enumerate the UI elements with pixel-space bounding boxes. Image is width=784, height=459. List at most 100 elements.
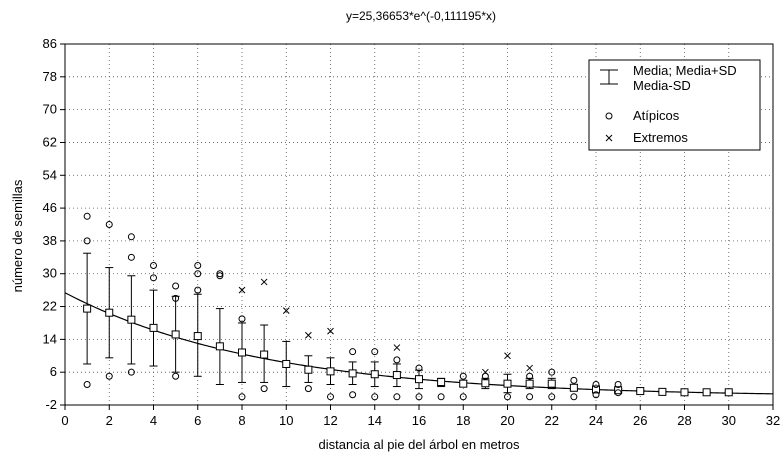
legend-errorbar-symbol [600, 69, 618, 85]
outlier-point [415, 393, 423, 401]
extreme-point [526, 364, 533, 372]
mean-errorbar [525, 377, 534, 390]
mean-marker [481, 379, 490, 388]
mean-marker [215, 342, 224, 351]
mean-marker [238, 348, 246, 357]
y-tick-label: 78 [43, 69, 57, 84]
mean-marker [547, 379, 556, 388]
mean-marker [592, 385, 600, 394]
legend-label-extremes: Extremos [633, 130, 688, 145]
mean-marker [370, 370, 379, 379]
extreme-point [504, 352, 511, 360]
mean-errorbar [105, 267, 114, 359]
legend-extreme-symbol [605, 134, 613, 142]
outlier-point [592, 391, 600, 399]
mean-marker [282, 359, 291, 368]
outlier-point [105, 372, 113, 380]
y-axis: -2 6 14 22 30 38 46 54 62 70 78 86 [43, 36, 65, 412]
mean-marker [149, 323, 158, 332]
outlier-point [260, 385, 268, 393]
mean-errorbar [171, 295, 180, 373]
y-tick-label: 54 [43, 167, 57, 182]
x-tick-label: 0 [61, 413, 68, 428]
outlier-point [526, 372, 534, 380]
outlier-point [526, 393, 534, 401]
y-tick-label: -2 [45, 397, 57, 412]
outlier-point [349, 391, 357, 399]
mean-errorbar [437, 377, 446, 388]
extreme-point [305, 331, 312, 339]
extreme-point [393, 344, 401, 351]
x-tick-label: 4 [150, 413, 157, 428]
mean-errorbar [193, 293, 202, 377]
outlier-point [238, 315, 246, 323]
outlier-point [548, 368, 556, 376]
mean-errorbars [83, 252, 733, 397]
mean-marker [127, 315, 136, 324]
x-tick-label: 14 [368, 413, 382, 428]
mean-marker [348, 369, 357, 378]
x-tick-label: 28 [677, 413, 691, 428]
mean-errorbar [658, 387, 667, 396]
mean-marker [658, 387, 667, 396]
x-tick-label: 6 [194, 413, 201, 428]
x-tick-label: 22 [545, 413, 559, 428]
y-tick-label: 46 [43, 200, 57, 215]
x-tick-label: 10 [279, 413, 293, 428]
x-tick-label: 12 [323, 413, 337, 428]
outlier-point [150, 274, 157, 282]
mean-errorbar [348, 361, 357, 385]
y-tick-label: 6 [50, 364, 57, 379]
extreme-points [238, 278, 533, 376]
mean-errorbar [149, 289, 158, 367]
outlier-point [459, 372, 467, 380]
outlier-point [172, 372, 180, 380]
outlier-point [371, 348, 379, 356]
mean-marker [83, 304, 92, 313]
outlier-point [437, 393, 445, 401]
x-tick-label: 20 [500, 413, 514, 428]
outlier-point [349, 348, 357, 356]
x-axis: 0 2 4 6 8 10 12 14 16 18 20 22 24 26 28 30 32 [61, 405, 780, 428]
x-tick-label: 8 [238, 413, 245, 428]
mean-errorbar [680, 388, 689, 397]
mean-marker [437, 378, 446, 387]
mean-errorbar [83, 252, 92, 365]
mean-marker [614, 386, 623, 395]
outlier-point [592, 380, 600, 388]
outlier-point [614, 380, 622, 388]
mean-errorbar [415, 369, 423, 390]
legend-box [588, 59, 761, 151]
x-tick-label: 2 [106, 413, 113, 428]
outlier-point [415, 364, 423, 372]
mean-errorbar [392, 363, 401, 388]
y-tick-label: 70 [43, 102, 57, 117]
mean-marker [171, 330, 180, 339]
outlier-point [614, 389, 622, 397]
outlier-point [83, 237, 91, 245]
outlier-point [172, 294, 180, 302]
mean-errorbar [503, 373, 512, 394]
outlier-point [194, 270, 202, 278]
mean-marker [260, 350, 269, 359]
mean-marker [569, 383, 578, 392]
outlier-point [127, 253, 135, 261]
legend-label-mean: Media-SD [633, 78, 691, 93]
mean-marker [105, 308, 114, 317]
mean-errorbar [127, 275, 136, 365]
x-tick-label: 18 [456, 413, 470, 428]
outlier-point [194, 262, 202, 270]
mean-errorbar [724, 388, 733, 397]
mean-errorbar [569, 383, 578, 392]
mean-marker [525, 379, 534, 388]
outlier-point [216, 270, 224, 278]
x-tick-label: 30 [722, 413, 736, 428]
mean-marker [702, 388, 711, 397]
mean-errorbar [326, 357, 335, 385]
outlier-point [304, 385, 312, 393]
outlier-point [105, 221, 113, 228]
mean-errorbar [304, 355, 313, 383]
mean-marker [415, 375, 423, 384]
